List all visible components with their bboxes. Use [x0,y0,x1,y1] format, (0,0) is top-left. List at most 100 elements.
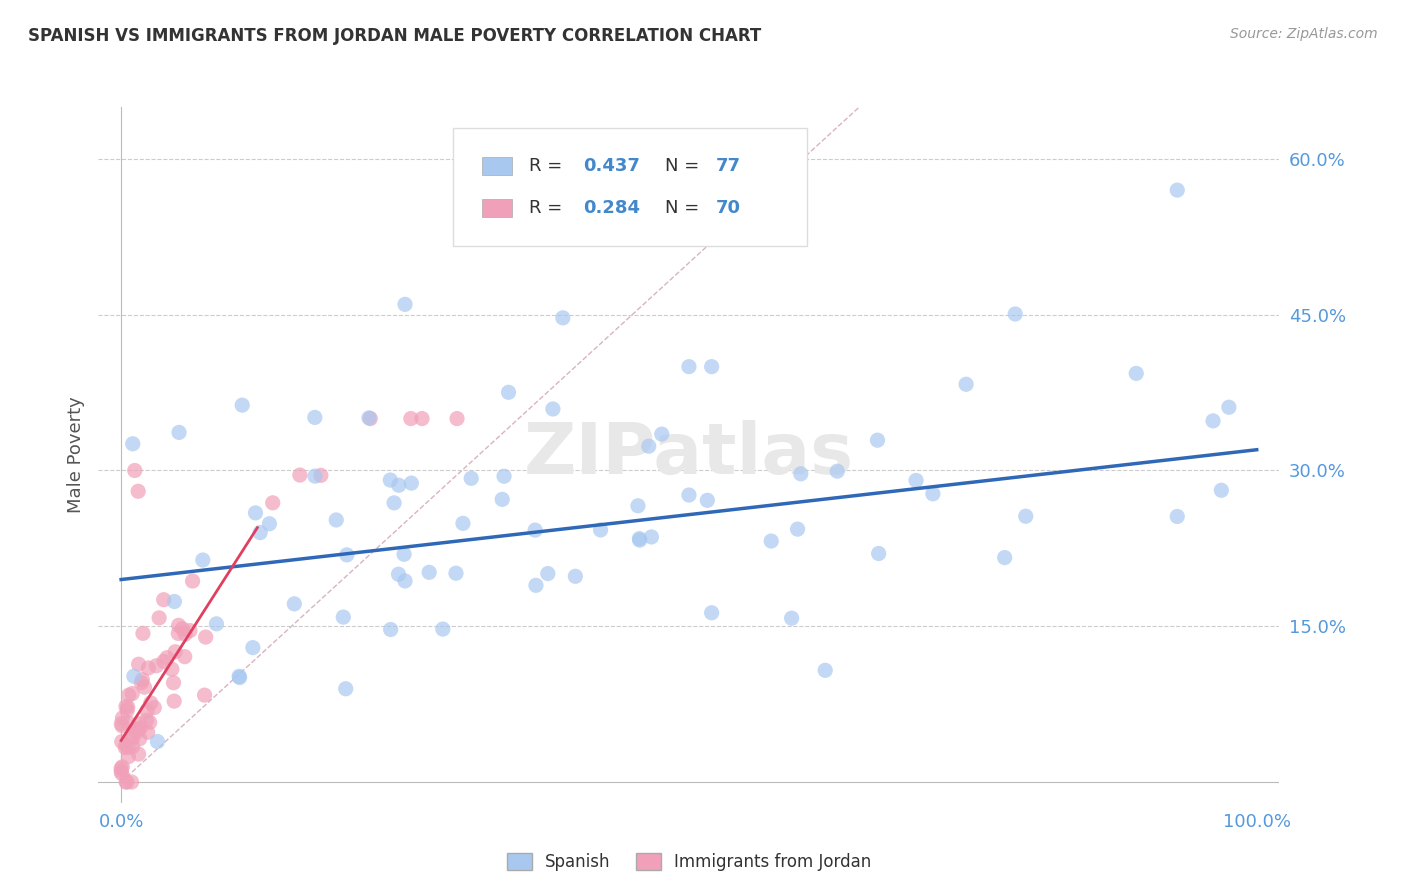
Point [143,700,166,714]
Point [1218,401,1240,415]
FancyBboxPatch shape [482,158,512,175]
Point [905,474,928,488]
Point [231,398,253,412]
Point [359,411,381,425]
Point [115,775,138,789]
Point [399,411,422,425]
Point [245,506,267,520]
Text: 0.437: 0.437 [582,157,640,175]
Point [122,731,145,745]
Point [121,775,143,789]
Text: R =: R = [530,199,568,217]
Point [388,478,411,492]
Point [124,724,146,739]
Point [145,658,167,673]
Point [651,427,673,442]
Text: ZIPatlas: ZIPatlas [524,420,853,490]
Point [460,471,482,485]
Point [117,715,139,730]
Text: 0.284: 0.284 [582,199,640,217]
Point [382,496,405,510]
Point [191,553,214,567]
Point [131,673,153,687]
Point [128,747,150,761]
Point [167,425,190,440]
Point [152,592,174,607]
Text: N =: N = [665,157,706,175]
Point [411,411,433,425]
Point [304,469,326,483]
Point [162,675,184,690]
Point [955,377,977,392]
Point [309,468,332,483]
Point [194,630,217,644]
Point [1202,414,1225,428]
Y-axis label: Male Poverty: Male Poverty [66,397,84,513]
Point [138,715,160,730]
Point [111,719,134,733]
Point [1211,483,1233,498]
Point [524,578,547,592]
Point [249,525,271,540]
Point [259,516,281,531]
Text: 77: 77 [716,157,741,175]
Point [444,566,467,581]
Point [205,616,228,631]
Point [866,433,889,447]
Point [814,663,837,677]
Point [110,716,132,731]
Point [394,574,416,588]
Point [283,597,305,611]
Point [193,688,215,702]
Point [780,611,803,625]
FancyBboxPatch shape [453,128,807,246]
Point [325,513,347,527]
Point [173,649,195,664]
Point [111,766,134,780]
Point [637,439,659,453]
Point [153,654,176,668]
Point [128,657,150,672]
Point [790,467,813,481]
Point [121,739,143,754]
Point [678,359,700,374]
Point [628,533,651,548]
Point [146,734,169,748]
Point [127,484,149,499]
Point [122,669,145,683]
Point [335,681,357,696]
Point [786,522,808,536]
Point [262,496,284,510]
Point [121,687,143,701]
Point [121,437,143,451]
Point [288,468,311,483]
Point [181,574,204,588]
Point [138,661,160,675]
Point [1015,509,1038,524]
Point [1004,307,1026,321]
Point [117,700,139,714]
Text: N =: N = [665,199,706,217]
Point [115,704,138,718]
Point [228,669,250,683]
Point [304,410,326,425]
Point [124,463,146,477]
Point [491,492,513,507]
Point [498,385,520,400]
Point [564,569,586,583]
Point [332,610,354,624]
Point [135,713,157,727]
Point [401,476,423,491]
Point [387,567,409,582]
Point [111,760,134,774]
Point [179,624,201,638]
Point [111,711,134,725]
Point [110,764,132,779]
Point [628,532,651,546]
Point [242,640,264,655]
Point [167,626,190,640]
Point [136,704,159,718]
Point [446,411,468,425]
Point [118,740,141,755]
Point [160,662,183,676]
